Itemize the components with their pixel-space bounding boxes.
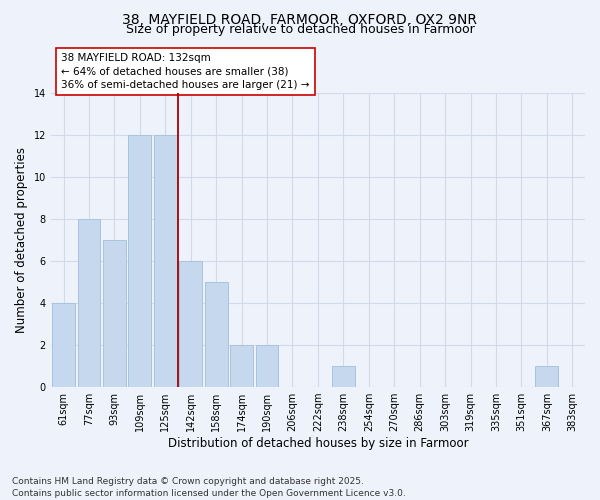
Y-axis label: Number of detached properties: Number of detached properties <box>15 147 28 333</box>
Bar <box>103 240 126 387</box>
Bar <box>535 366 558 387</box>
Bar <box>205 282 227 387</box>
Text: 38, MAYFIELD ROAD, FARMOOR, OXFORD, OX2 9NR: 38, MAYFIELD ROAD, FARMOOR, OXFORD, OX2 … <box>122 12 478 26</box>
Bar <box>230 345 253 387</box>
Bar <box>52 303 75 387</box>
Text: Size of property relative to detached houses in Farmoor: Size of property relative to detached ho… <box>125 22 475 36</box>
Bar <box>154 135 177 387</box>
Bar <box>128 135 151 387</box>
Bar <box>179 261 202 387</box>
Text: 38 MAYFIELD ROAD: 132sqm
← 64% of detached houses are smaller (38)
36% of semi-d: 38 MAYFIELD ROAD: 132sqm ← 64% of detach… <box>61 54 310 90</box>
Bar <box>332 366 355 387</box>
X-axis label: Distribution of detached houses by size in Farmoor: Distribution of detached houses by size … <box>167 437 468 450</box>
Text: Contains HM Land Registry data © Crown copyright and database right 2025.
Contai: Contains HM Land Registry data © Crown c… <box>12 476 406 498</box>
Bar <box>256 345 278 387</box>
Bar <box>77 219 100 387</box>
